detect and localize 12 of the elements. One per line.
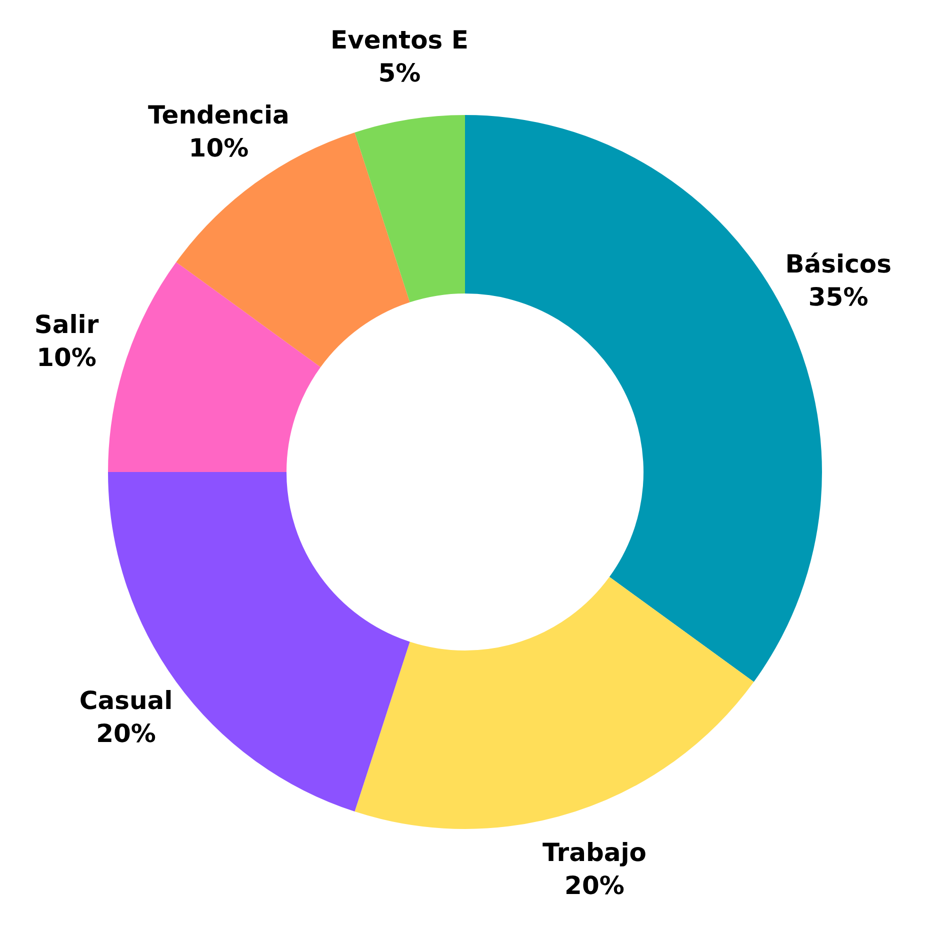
slice-label: Eventos E: [330, 26, 468, 55]
slice-label: Tendencia: [148, 100, 290, 130]
slice-label: Trabajo: [542, 838, 646, 867]
data-label: 20%: [564, 870, 624, 900]
data-label: 10%: [36, 343, 96, 372]
data-label: 20%: [96, 718, 156, 748]
slice-label: Básicos: [785, 249, 892, 278]
data-label: 35%: [808, 282, 868, 312]
data-label: 5%: [378, 58, 421, 88]
data-label: 10%: [188, 134, 249, 163]
slice-label: Salir: [34, 310, 100, 340]
slice-label: Casual: [79, 686, 173, 715]
